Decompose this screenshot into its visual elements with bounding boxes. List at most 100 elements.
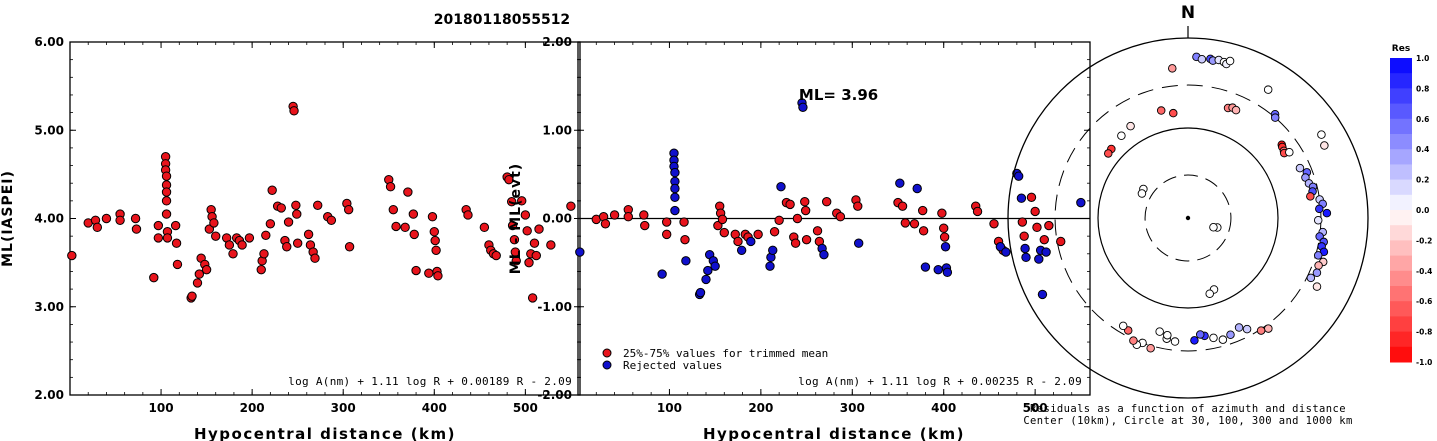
data-point (161, 209, 172, 219)
x-tick-label: 300 (840, 401, 865, 415)
data-point (161, 171, 172, 181)
x-tick-label: 400 (931, 401, 956, 415)
legend-marker (602, 348, 612, 358)
data-point (391, 221, 401, 232)
data-point (1039, 234, 1049, 245)
data-point (1019, 231, 1029, 241)
data-point (920, 262, 931, 272)
data-point (291, 200, 301, 210)
y-tick-label: 0.00 (542, 212, 572, 226)
data-point (504, 174, 514, 185)
station-marker (1256, 326, 1266, 335)
data-point (172, 259, 183, 270)
data-point (1026, 192, 1037, 203)
colorbar-swatch (1390, 118, 1412, 135)
data-point (115, 215, 125, 225)
data-point (1056, 236, 1066, 247)
data-point (431, 245, 441, 255)
data-point (695, 287, 706, 298)
station-marker (1117, 131, 1126, 140)
data-point (282, 242, 292, 252)
station-marker (1168, 64, 1177, 73)
data-point (680, 234, 690, 245)
colorbar-tick-label: 1.0 (1416, 54, 1429, 63)
data-point (566, 201, 576, 211)
data-point (531, 250, 541, 261)
data-point (940, 242, 951, 252)
data-point (733, 236, 743, 247)
data-point (774, 215, 784, 225)
station-marker (1306, 192, 1315, 201)
data-point (292, 209, 302, 219)
y-tick-label: 5.00 (34, 123, 64, 137)
formula-label: log A(nm) + 1.11 log R + 0.00235 R - 2.0… (798, 375, 1082, 388)
data-point (1020, 243, 1030, 254)
data-point (1013, 171, 1024, 181)
data-point (522, 226, 532, 236)
colorbar-swatch (1390, 255, 1412, 272)
data-point (429, 227, 439, 237)
colorbar-swatch (1390, 194, 1412, 211)
colorbar-swatch (1390, 179, 1412, 196)
map-caption: Residuals as a function of azimuth and d… (1030, 403, 1346, 415)
y-axis-label: ML - ML(evt) (508, 163, 524, 274)
data-point (710, 261, 720, 271)
ring-30km (1144, 174, 1232, 262)
data-point (506, 197, 517, 207)
y-tick-label: -2.00 (537, 388, 572, 402)
data-point (753, 229, 763, 240)
colorbar-swatch (1390, 73, 1412, 89)
colorbar-swatch (1390, 331, 1412, 348)
data-point (517, 196, 527, 206)
data-point (259, 249, 269, 259)
data-point (765, 261, 775, 271)
data-point (267, 185, 277, 195)
epicenter-dot (1185, 215, 1191, 221)
data-point (769, 227, 780, 237)
station-marker (1231, 105, 1241, 115)
colorbar-swatch (1390, 58, 1412, 74)
colorbar-swatch (1390, 149, 1412, 165)
data-point (303, 229, 314, 240)
colorbar-swatch (1390, 316, 1412, 333)
colorbar-swatch (1390, 346, 1412, 363)
data-point (575, 247, 585, 257)
data-point (600, 219, 611, 229)
data-point (801, 234, 812, 245)
y-axis-label: ML(IASPEI) (0, 170, 16, 267)
data-point (912, 183, 922, 194)
station-marker (1205, 289, 1214, 298)
station-marker (1146, 343, 1155, 353)
x-tick-label: 100 (149, 401, 174, 415)
legend-label: 25%-75% values for trimmed mean (623, 347, 828, 360)
data-point (101, 213, 112, 224)
station-marker (1209, 333, 1218, 343)
data-point (162, 233, 173, 243)
data-point (130, 213, 141, 224)
station-marker (1170, 337, 1180, 346)
data-point (256, 264, 266, 275)
ring-100km (1097, 127, 1279, 309)
data-point (639, 210, 649, 220)
data-point (1044, 220, 1054, 231)
station-marker (1313, 216, 1323, 225)
data-point (933, 264, 943, 275)
data-point (409, 229, 419, 240)
data-point (153, 220, 164, 231)
data-point (209, 218, 219, 228)
map-caption: Center (10km), Circle at 30, 100, 300 an… (1023, 415, 1352, 427)
station-marker (1169, 108, 1178, 118)
colorbar-swatch (1390, 210, 1412, 226)
data-point (661, 229, 672, 240)
data-point (937, 208, 947, 218)
station-marker (1163, 330, 1172, 340)
data-point (211, 231, 221, 241)
ml-residual-panel: -2.00 -1.00 0.00 1.00 2.00 100 200 300 400 500 Hyp… (508, 35, 1091, 441)
y-tick-label: 4.00 (34, 212, 64, 226)
colorbar-swatch (1390, 88, 1412, 105)
station-marker (1315, 204, 1324, 214)
data-point (670, 192, 680, 203)
data-point (479, 222, 490, 233)
colorbar-tick-label: -0.2 (1416, 236, 1432, 245)
data-point (1016, 193, 1027, 203)
